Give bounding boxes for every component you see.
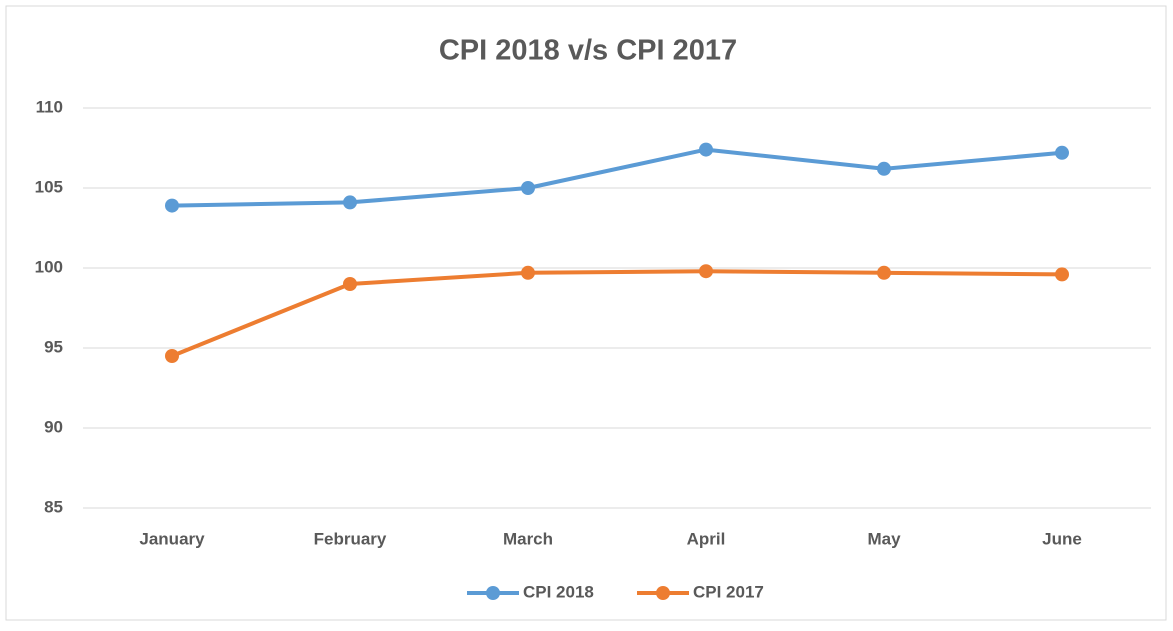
data-point [521, 265, 535, 280]
y-tick-label: 100 [35, 257, 63, 276]
data-point [521, 181, 535, 195]
x-tick-label: June [1042, 529, 1082, 548]
legend-label: CPI 2017 [693, 582, 764, 601]
legend-marker [486, 586, 500, 600]
y-tick-label: 90 [44, 417, 63, 436]
data-point [1055, 267, 1069, 282]
series-line [171, 269, 1063, 358]
data-point [165, 198, 179, 213]
data-point [1055, 145, 1069, 160]
x-tick-label: April [687, 529, 726, 548]
data-point [877, 265, 891, 280]
legend-marker [656, 586, 670, 600]
y-tick-label: 110 [36, 97, 63, 116]
chart-title: CPI 2018 v/s CPI 2017 [439, 35, 737, 67]
y-tick-label: 105 [35, 177, 63, 196]
data-point [343, 277, 357, 291]
x-tick-label: January [139, 529, 205, 548]
y-tick-label: 85 [44, 497, 63, 516]
data-point [699, 142, 713, 157]
data-point [877, 161, 891, 176]
data-point [165, 349, 179, 363]
x-tick-label: March [503, 529, 553, 548]
series-line [171, 147, 1063, 208]
y-tick-label: 95 [44, 337, 63, 356]
legend-label: CPI 2018 [523, 582, 594, 601]
chart-border [5, 5, 1167, 621]
x-tick-label: February [314, 529, 387, 548]
x-tick-label: May [867, 529, 901, 548]
data-point [343, 195, 357, 210]
data-point [699, 264, 713, 279]
